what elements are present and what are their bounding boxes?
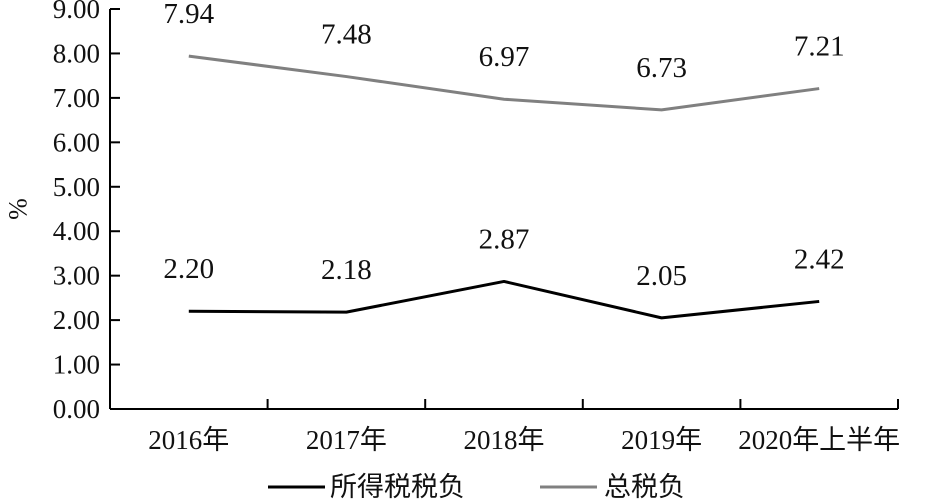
- y-tick-label: 2.00: [53, 305, 100, 335]
- y-tick-label: 3.00: [53, 261, 100, 291]
- legend-label: 总税负: [604, 472, 685, 502]
- series-layer: [188, 54, 820, 320]
- x-axis: 2016年 2017年 2018年 2019年 2020年上半年: [109, 399, 900, 455]
- legend: 所得税税负 总税负: [268, 472, 685, 502]
- data-label: 2.05: [636, 260, 687, 292]
- data-label: 2.20: [163, 253, 214, 285]
- y-tick-label: 1.00: [53, 350, 100, 380]
- x-tick-label: 2017年: [306, 425, 387, 455]
- legend-label: 所得税税负: [330, 472, 465, 502]
- x-tick-label: 2018年: [464, 425, 545, 455]
- y-tick-label: 6.00: [53, 127, 100, 157]
- data-label: 7.21: [794, 31, 845, 63]
- x-tick-label: 2020年上半年: [738, 425, 900, 455]
- x-tick-label: 2016年: [148, 425, 229, 455]
- data-label: 2.87: [479, 223, 530, 255]
- data-label: 2.42: [794, 243, 845, 275]
- y-axis: 0.00 1.00 2.00 3.00 4.00 5.00 6.00 7.00 8.00 9.00: [53, 0, 120, 424]
- series-line-1: [188, 54, 820, 112]
- series-line-0: [188, 279, 820, 320]
- x-tick-label: 2019年: [621, 425, 702, 455]
- y-tick-label: 4.00: [53, 216, 100, 246]
- data-label: 6.97: [479, 41, 530, 73]
- y-tick-label: 5.00: [53, 172, 100, 202]
- y-axis-label: %: [4, 198, 33, 220]
- data-label: 2.18: [321, 254, 372, 286]
- data-label: 6.73: [636, 52, 687, 84]
- data-label: 7.94: [163, 0, 214, 30]
- y-tick-label: 0.00: [53, 394, 100, 424]
- data-labels: 2.20 2.18 2.87 2.05 2.42 7.94 7.48 6.97 6.73 7.21: [163, 0, 844, 292]
- data-label: 7.48: [321, 19, 372, 51]
- y-tick-label: 7.00: [53, 83, 100, 113]
- y-tick-label: 9.00: [53, 0, 100, 24]
- y-tick-label: 8.00: [53, 38, 100, 68]
